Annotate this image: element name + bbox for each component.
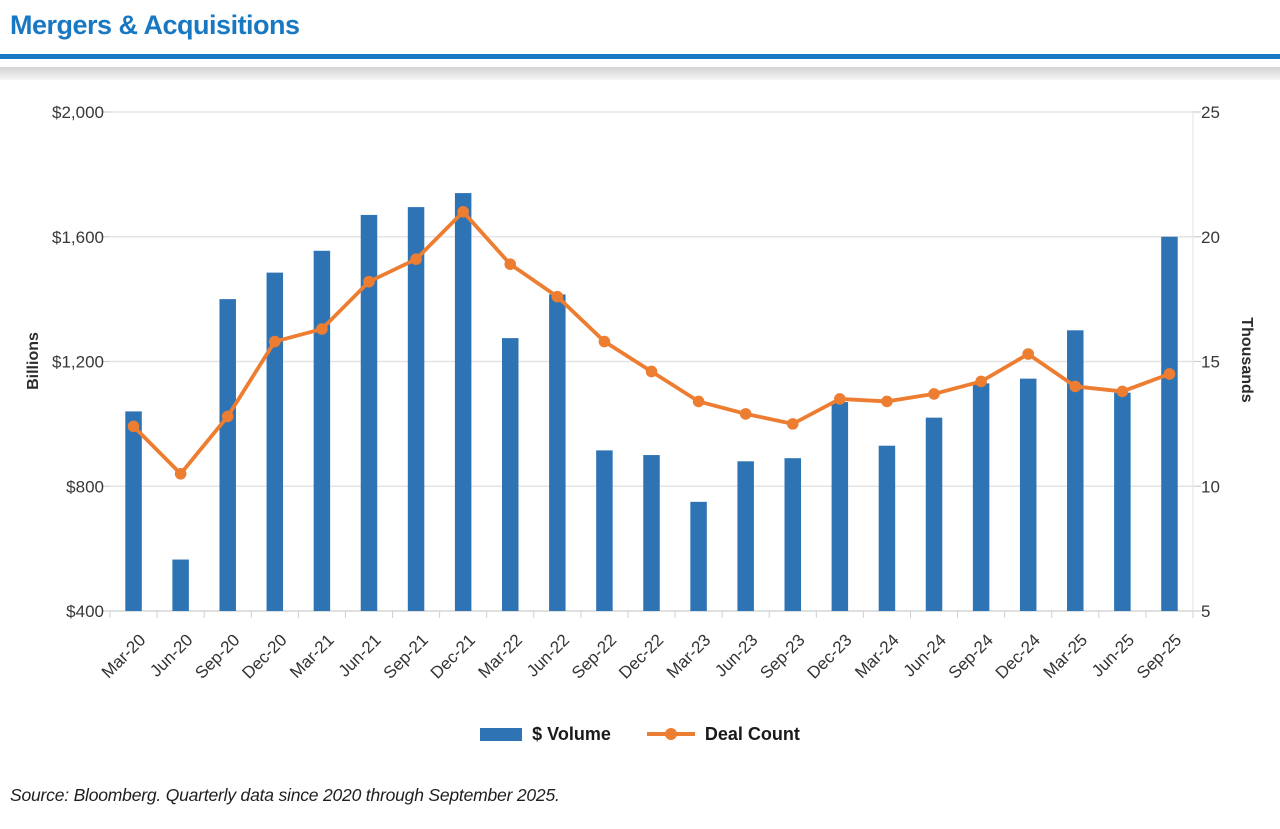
legend: $ Volume Deal Count bbox=[0, 721, 1280, 747]
x-axis-label-Jun-24: Jun-24 bbox=[900, 630, 950, 680]
bar-Jun-20 bbox=[172, 559, 189, 611]
deal-count-point-Mar-25 bbox=[1069, 380, 1082, 393]
x-axis-label-Jun-21: Jun-21 bbox=[335, 630, 385, 680]
title-underline bbox=[0, 54, 1280, 59]
bar-Mar-21 bbox=[313, 250, 331, 612]
right-axis-tick-label: 5 bbox=[1201, 602, 1210, 621]
bar-Dec-24 bbox=[1019, 378, 1037, 611]
bar-Mar-25 bbox=[1067, 330, 1084, 611]
bar-Jun-24 bbox=[925, 417, 943, 611]
deal-count-point-Jun-20 bbox=[174, 467, 187, 480]
deal-count-marker bbox=[646, 728, 695, 740]
left-axis-tick-label: $400 bbox=[66, 602, 104, 621]
bar-Mar-23 bbox=[690, 501, 707, 611]
x-axis-label-Jun-23: Jun-23 bbox=[711, 630, 761, 680]
deal-count-point-Sep-22 bbox=[598, 335, 611, 348]
deal-count-point-Dec-22 bbox=[645, 365, 658, 378]
legend-item-volume: $ Volume bbox=[480, 724, 611, 745]
x-axis-label-Sep-25: Sep-25 bbox=[1133, 630, 1185, 682]
deal-count-point-Sep-24 bbox=[975, 375, 987, 388]
deal-count-label: Deal Count bbox=[704, 723, 800, 744]
x-axis-label-Mar-24: Mar-24 bbox=[851, 630, 903, 682]
right-axis-title: Thousands bbox=[1238, 317, 1255, 403]
deal-count-point-Jun-23 bbox=[739, 408, 752, 420]
source-note: Source: Bloomberg. Quarterly data since … bbox=[10, 785, 560, 805]
x-axis-label-Jun-20: Jun-20 bbox=[146, 630, 196, 680]
x-axis-label-Mar-22: Mar-22 bbox=[475, 630, 527, 682]
bar-Dec-20 bbox=[266, 272, 284, 611]
deal-count-point-Mar-22 bbox=[504, 258, 517, 270]
bar-Dec-23 bbox=[831, 402, 849, 611]
page-title: Mergers & Acquisitions bbox=[10, 10, 300, 40]
bar-Jun-22 bbox=[549, 294, 566, 611]
bar-Sep-22 bbox=[596, 450, 613, 611]
left-axis-tick-label: $800 bbox=[66, 477, 104, 496]
deal-count-point-Dec-23 bbox=[834, 393, 846, 405]
deal-count-point-Sep-25 bbox=[1163, 368, 1176, 380]
right-axis-tick-label: 15 bbox=[1201, 353, 1220, 372]
deal-count-line bbox=[131, 209, 1172, 476]
deal-count-point-Mar-24 bbox=[881, 395, 893, 408]
deal-count-point-Mar-20 bbox=[127, 420, 140, 433]
deal-count-point-Mar-23 bbox=[692, 395, 705, 408]
x-axis-label-Mar-23: Mar-23 bbox=[663, 630, 715, 682]
x-axis-label-Dec-24: Dec-24 bbox=[992, 630, 1044, 682]
bar-Mar-20 bbox=[125, 411, 142, 611]
x-axis-label-Mar-21: Mar-21 bbox=[286, 630, 338, 682]
right-axis-tick-label: 25 bbox=[1201, 103, 1220, 122]
bar-Jun-25 bbox=[1114, 392, 1131, 611]
left-axis-tick-label: $1,600 bbox=[52, 228, 104, 247]
bar-Mar-22 bbox=[501, 338, 519, 611]
deal-count-point-Dec-24 bbox=[1022, 348, 1034, 360]
deal-count-point-Jun-21 bbox=[363, 275, 375, 288]
deal-count-point-Sep-23 bbox=[786, 418, 799, 430]
bar-Sep-21 bbox=[407, 207, 425, 611]
deal-count-point-Jun-22 bbox=[551, 290, 564, 303]
bar-Sep-23 bbox=[784, 458, 802, 611]
right-axis-tick-label: 20 bbox=[1201, 228, 1220, 247]
deal-count-dot bbox=[664, 728, 677, 740]
x-axis-label-Jun-25: Jun-25 bbox=[1088, 630, 1138, 680]
x-axis-label-Dec-22: Dec-22 bbox=[615, 630, 667, 682]
x-axis-label-Dec-21: Dec-21 bbox=[427, 630, 479, 682]
legend-item-deal-count: Deal Count bbox=[646, 723, 800, 745]
x-axis-label-Jun-22: Jun-22 bbox=[523, 630, 573, 680]
volume-swatch bbox=[480, 727, 523, 741]
bar-Mar-24 bbox=[878, 445, 896, 611]
x-axis-label-Dec-23: Dec-23 bbox=[803, 630, 855, 682]
bar-Jun-23 bbox=[737, 461, 754, 611]
right-axis-tick-label: 10 bbox=[1201, 477, 1220, 496]
bar-Jun-21 bbox=[360, 214, 378, 611]
x-axis-label-Sep-20: Sep-20 bbox=[191, 630, 243, 682]
bar-Dec-21 bbox=[454, 193, 472, 611]
deal-count-point-Sep-20 bbox=[221, 410, 234, 423]
volume-label: $ Volume bbox=[532, 723, 611, 744]
x-axis-label-Sep-22: Sep-22 bbox=[568, 630, 620, 682]
deal-count-point-Dec-20 bbox=[269, 335, 281, 348]
deal-count-point-Sep-21 bbox=[410, 253, 422, 266]
deal-count-point-Jun-25 bbox=[1116, 385, 1129, 398]
x-axis-label-Sep-23: Sep-23 bbox=[756, 630, 808, 682]
bar-Sep-20 bbox=[219, 299, 236, 611]
left-axis-tick-label: $2,000 bbox=[52, 103, 104, 122]
bar-Dec-22 bbox=[643, 455, 660, 611]
bar-Sep-24 bbox=[972, 383, 990, 611]
x-axis-label-Sep-21: Sep-21 bbox=[380, 630, 432, 682]
left-axis-title: Billions bbox=[25, 332, 42, 390]
header-shadow-band bbox=[0, 67, 1280, 80]
deal-count-point-Dec-21 bbox=[457, 206, 469, 218]
bar-Sep-25 bbox=[1161, 236, 1178, 611]
x-axis-label-Mar-25: Mar-25 bbox=[1040, 630, 1092, 682]
deal-count-point-Jun-24 bbox=[928, 388, 940, 400]
x-axis-label-Sep-24: Sep-24 bbox=[945, 630, 997, 682]
x-axis-label-Mar-20: Mar-20 bbox=[98, 630, 150, 682]
deal-count-point-Mar-21 bbox=[316, 323, 328, 335]
left-axis-tick-label: $1,200 bbox=[52, 353, 104, 372]
x-axis-label-Dec-20: Dec-20 bbox=[238, 630, 290, 682]
